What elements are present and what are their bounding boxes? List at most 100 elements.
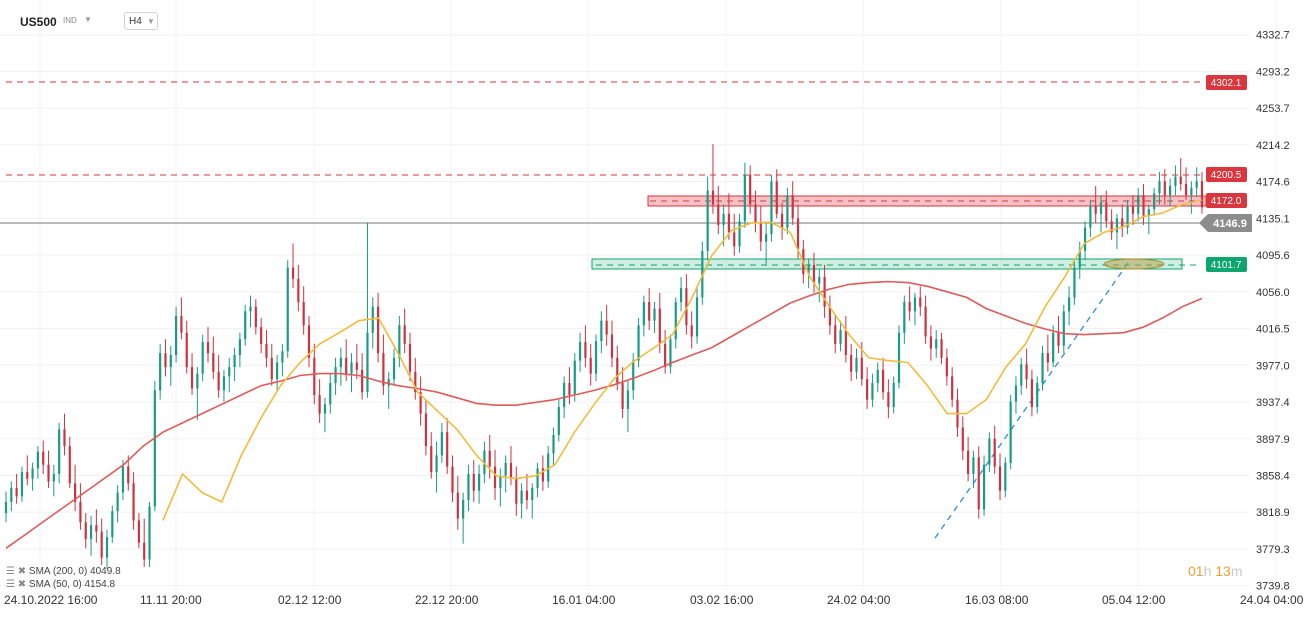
candle[interactable] — [164, 339, 167, 377]
candle[interactable] — [488, 434, 491, 479]
candle[interactable] — [137, 513, 140, 549]
time-axis[interactable]: 24.10.2022 16:00 11.11 20:00 02.12 12:00 22… — [4, 593, 1304, 607]
candle[interactable] — [531, 483, 534, 519]
candle[interactable] — [1200, 171, 1204, 214]
candle[interactable] — [637, 317, 640, 368]
candle[interactable] — [1068, 286, 1071, 326]
candle[interactable] — [834, 314, 837, 354]
candle[interactable] — [1169, 178, 1172, 207]
candle[interactable] — [1046, 334, 1049, 372]
candle[interactable] — [866, 367, 869, 409]
candle[interactable] — [121, 460, 125, 501]
candle[interactable] — [977, 446, 980, 519]
candle[interactable] — [79, 483, 82, 530]
timeframe-selector[interactable]: H4 ▼ — [124, 12, 158, 30]
candle[interactable] — [605, 304, 608, 346]
candle[interactable] — [1158, 171, 1161, 205]
candle[interactable] — [472, 460, 475, 502]
candle[interactable] — [653, 302, 656, 333]
candle[interactable] — [196, 367, 199, 421]
candle[interactable] — [733, 213, 736, 256]
candle[interactable] — [509, 446, 513, 486]
candle[interactable] — [648, 288, 651, 330]
candle[interactable] — [515, 466, 518, 516]
candle[interactable] — [382, 334, 385, 395]
candle[interactable] — [695, 288, 699, 344]
candle[interactable] — [286, 260, 289, 358]
candle[interactable] — [1025, 348, 1028, 389]
candle[interactable] — [1174, 165, 1177, 196]
candle[interactable] — [334, 357, 337, 395]
candle[interactable] — [600, 311, 603, 354]
candle[interactable] — [148, 501, 151, 567]
candle[interactable] — [36, 446, 39, 479]
candle[interactable] — [440, 422, 443, 463]
candle[interactable] — [456, 475, 459, 530]
candle[interactable] — [589, 343, 592, 386]
candle[interactable] — [1062, 304, 1065, 354]
candle[interactable] — [260, 317, 263, 354]
candle[interactable] — [988, 432, 991, 473]
candle[interactable] — [42, 440, 45, 474]
candle[interactable] — [903, 295, 906, 344]
candle[interactable] — [679, 276, 683, 312]
candle[interactable] — [1184, 167, 1188, 200]
candle[interactable] — [185, 320, 188, 374]
candle[interactable] — [1083, 221, 1087, 261]
support-zone[interactable] — [591, 258, 1183, 270]
candle[interactable] — [908, 286, 911, 321]
candle[interactable] — [499, 468, 502, 507]
candle[interactable] — [15, 473, 18, 504]
candle[interactable] — [228, 357, 231, 393]
candle[interactable] — [84, 513, 87, 549]
candle[interactable] — [1094, 185, 1097, 224]
candle[interactable] — [414, 357, 417, 400]
candle[interactable] — [552, 427, 555, 465]
candle[interactable] — [318, 379, 321, 423]
symbol-name[interactable]: US500 — [20, 15, 57, 29]
candle[interactable] — [961, 416, 964, 461]
candle[interactable] — [302, 286, 305, 335]
candle[interactable] — [265, 329, 268, 368]
candle[interactable] — [711, 144, 715, 214]
candle[interactable] — [578, 332, 582, 372]
candle[interactable] — [972, 450, 975, 488]
candle[interactable] — [116, 485, 119, 523]
candle[interactable] — [924, 295, 927, 344]
candle[interactable] — [275, 355, 279, 393]
candle[interactable] — [63, 413, 66, 456]
candle[interactable] — [180, 297, 183, 340]
candle[interactable] — [547, 446, 550, 488]
candle[interactable] — [408, 332, 412, 382]
candle[interactable] — [270, 343, 273, 386]
candle[interactable] — [759, 206, 762, 251]
candle[interactable] — [754, 190, 757, 233]
candle[interactable] — [1131, 195, 1134, 225]
candle[interactable] — [20, 466, 24, 502]
candle[interactable] — [329, 373, 332, 414]
candle[interactable] — [818, 269, 821, 303]
candle[interactable] — [775, 169, 778, 219]
candle[interactable] — [153, 381, 156, 512]
candle[interactable] — [297, 264, 300, 312]
candle[interactable] — [249, 295, 252, 328]
candle[interactable] — [557, 399, 560, 442]
candle[interactable] — [1115, 213, 1119, 250]
candlestick-series[interactable] — [4, 144, 1204, 569]
candle[interactable] — [887, 379, 890, 419]
candle[interactable] — [504, 455, 507, 493]
candle[interactable] — [58, 422, 61, 484]
candle[interactable] — [594, 334, 598, 382]
candle[interactable] — [398, 316, 401, 368]
indicator-settings-icon[interactable]: ☰ — [6, 566, 15, 577]
candle[interactable] — [690, 311, 693, 349]
candle[interactable] — [876, 362, 879, 393]
candle[interactable] — [850, 343, 853, 382]
candle[interactable] — [169, 345, 172, 386]
candle[interactable] — [669, 334, 672, 374]
candle[interactable] — [47, 450, 50, 488]
candle[interactable] — [621, 367, 624, 419]
candle[interactable] — [419, 376, 422, 426]
candle[interactable] — [940, 332, 943, 365]
